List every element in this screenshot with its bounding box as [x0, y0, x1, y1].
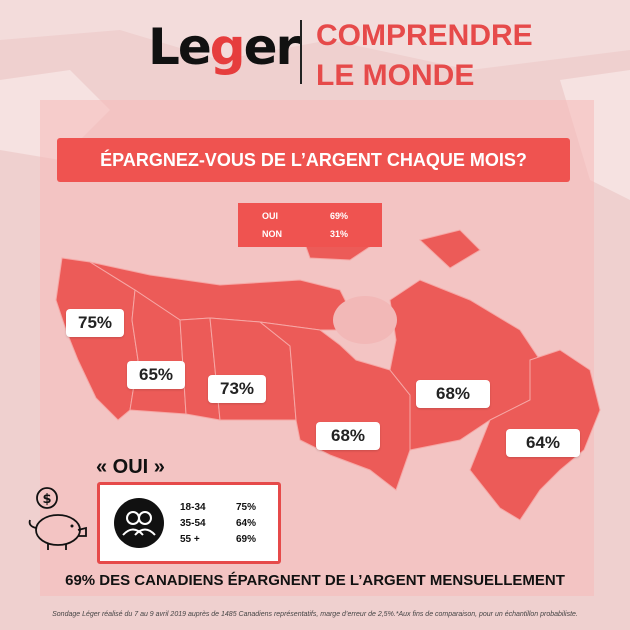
- dollar-icon: $: [42, 492, 51, 507]
- age-value: 64%: [236, 517, 257, 529]
- leger-logo: Leger: [148, 18, 300, 76]
- oui-title: « OUI »: [96, 456, 165, 478]
- age-range: 18-34: [180, 501, 206, 513]
- badge-quebec: 68%: [416, 380, 490, 408]
- result-value: 69%: [330, 211, 349, 221]
- hudson-bay: [333, 296, 397, 344]
- badge-atlantic: 64%: [506, 429, 580, 457]
- result-label: OUI: [262, 211, 279, 221]
- badge-alberta: 65%: [127, 361, 185, 389]
- age-row: 35-54 64%: [180, 515, 256, 531]
- question-banner: ÉPARGNEZ-VOUS DE L’ARGENT CHAQUE MOIS?: [57, 138, 570, 182]
- tagline-line2: LE MONDE: [316, 59, 475, 92]
- header-divider: [300, 20, 302, 84]
- conclusion: 69% DES CANADIENS ÉPARGNENT DE L’ARGENT …: [65, 572, 565, 589]
- result-label: NON: [262, 229, 282, 239]
- age-row: 18-34 75%: [180, 499, 256, 515]
- age-value: 69%: [236, 533, 257, 545]
- header: Leger COMPRENDRE LE MONDE: [0, 0, 630, 100]
- age-value: 75%: [236, 501, 257, 513]
- badge-british-columbia: 75%: [66, 309, 124, 337]
- result-row-oui: OUI 69%: [238, 207, 382, 225]
- age-range: 55 +: [180, 533, 200, 545]
- badge-ontario: 68%: [316, 422, 380, 450]
- piggy-bank-icon: $: [28, 487, 87, 550]
- age-breakdown-box: 18-34 75% 35-54 64% 55 + 69%: [97, 482, 281, 564]
- badge-saskatchewan-manitoba: 73%: [208, 375, 266, 403]
- age-row: 55 + 69%: [180, 531, 256, 547]
- tagline-line1: COMPRENDRE: [316, 19, 533, 52]
- result-row-non: NON 31%: [238, 225, 382, 243]
- result-value: 31%: [330, 229, 349, 239]
- age-range: 35-54: [180, 517, 206, 529]
- age-list: 18-34 75% 35-54 64% 55 + 69%: [180, 499, 256, 547]
- map-arctic-islands-2: [418, 229, 481, 269]
- tagline: COMPRENDRE LE MONDE: [316, 16, 533, 96]
- overall-results: OUI 69% NON 31%: [238, 203, 382, 247]
- people-icon: [114, 498, 164, 548]
- footnote: Sondage Léger réalisé du 7 au 9 avril 20…: [52, 611, 578, 618]
